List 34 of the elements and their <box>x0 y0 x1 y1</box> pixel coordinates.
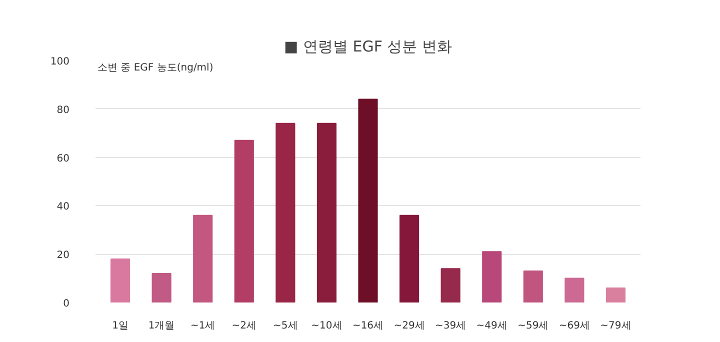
x-tick-label: ~59세 <box>518 320 549 332</box>
bar <box>606 287 626 302</box>
y-tick-label: 80 <box>56 104 70 116</box>
bar <box>110 258 130 302</box>
x-tick-label: 1일 <box>112 320 128 332</box>
bar <box>276 122 296 302</box>
chart-title: ■ 연령별 EGF 성분 변화 <box>284 38 452 56</box>
bar <box>482 251 502 302</box>
x-tick-label: ~49세 <box>476 320 508 332</box>
y-tick-label: 40 <box>56 202 70 213</box>
bar <box>316 122 336 302</box>
bar <box>193 214 213 302</box>
x-tick-label: ~1세 <box>190 320 216 332</box>
x-tick-label: ~10세 <box>311 320 342 332</box>
x-tick-label: 1개월 <box>148 320 175 332</box>
y-axis-title: 소변 중 EGF 농도(ng/ml) <box>98 62 214 74</box>
y-tick-label: 20 <box>56 250 70 262</box>
bar <box>523 270 543 302</box>
y-tick-label: 0 <box>63 298 70 310</box>
x-tick-label: ~5세 <box>273 320 298 332</box>
bar <box>400 214 420 302</box>
bar <box>234 140 254 302</box>
bar <box>152 272 172 302</box>
x-tick-label: ~39세 <box>435 320 466 332</box>
y-tick-label: 60 <box>56 153 70 164</box>
bar <box>440 268 460 302</box>
x-tick-label: ~69세 <box>558 320 590 332</box>
y-tick-label: 100 <box>50 56 70 68</box>
bar <box>564 278 584 302</box>
x-tick-label: ~16세 <box>352 320 384 332</box>
x-tick-label: ~29세 <box>394 320 425 332</box>
x-tick-label: ~2세 <box>232 320 257 332</box>
bar <box>358 98 378 302</box>
x-tick-label: ~79세 <box>600 320 632 332</box>
